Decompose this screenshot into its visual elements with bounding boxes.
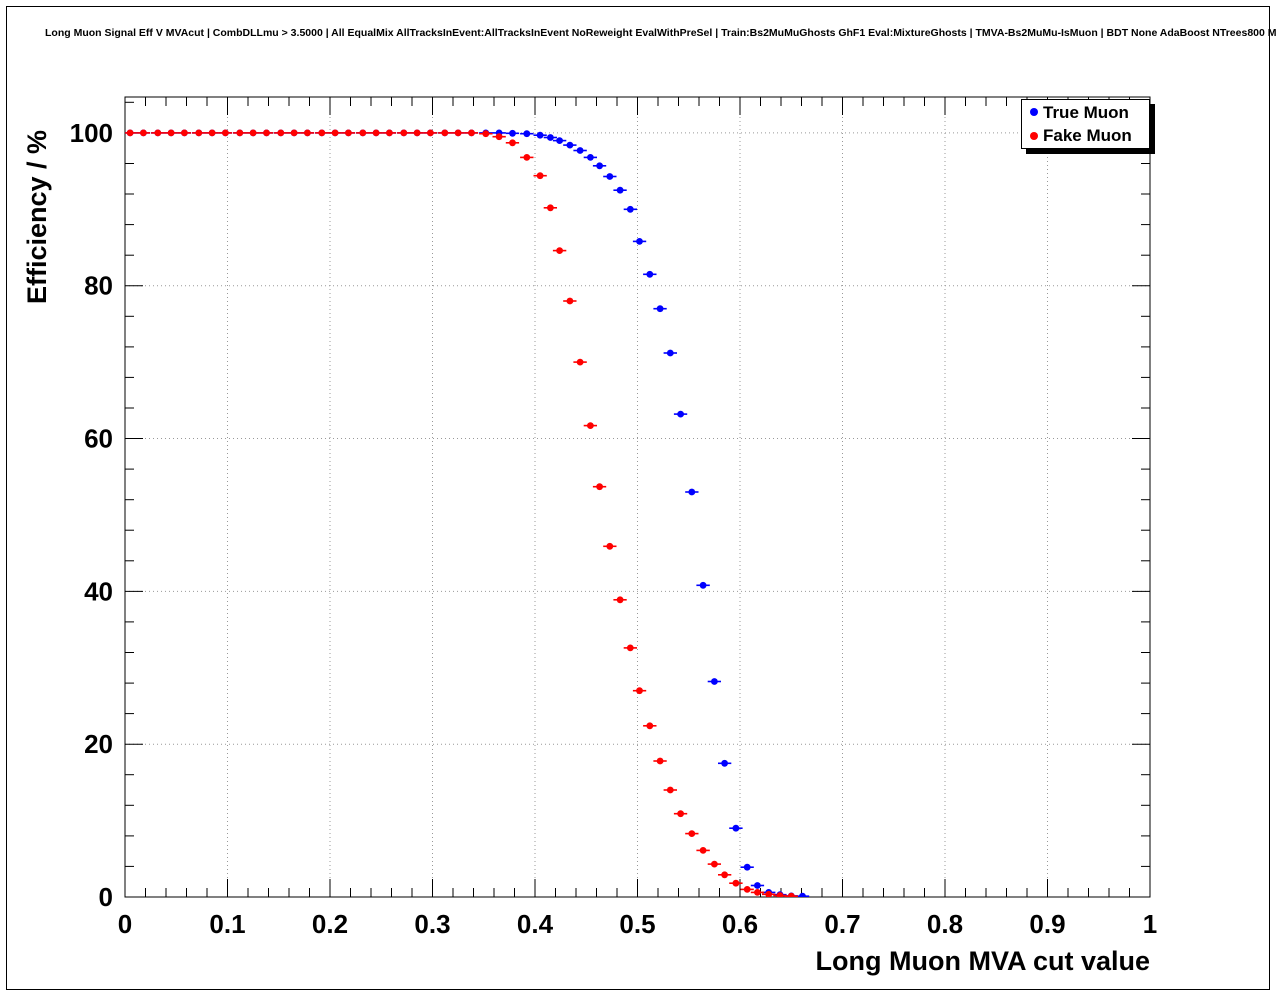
- svg-text:40: 40: [84, 576, 113, 606]
- plot-title: Long Muon Signal Eff V MVAcut | CombDLLm…: [45, 27, 1276, 39]
- svg-text:0.5: 0.5: [619, 909, 655, 939]
- svg-text:0.9: 0.9: [1029, 909, 1065, 939]
- true-muon-marker-icon: [1030, 108, 1038, 117]
- svg-text:20: 20: [84, 729, 113, 759]
- fake-muon-marker-icon: [1030, 131, 1038, 140]
- legend-entry-fake-muon: Fake Muon: [1022, 125, 1149, 147]
- x-axis-title: Long Muon MVA cut value: [815, 946, 1150, 976]
- legend-label-true-muon: True Muon: [1043, 102, 1129, 122]
- svg-text:100: 100: [70, 118, 113, 148]
- svg-text:80: 80: [84, 271, 113, 301]
- svg-text:0.2: 0.2: [312, 909, 348, 939]
- legend-label-fake-muon: Fake Muon: [1043, 126, 1132, 146]
- legend: True Muon Fake Muon: [1021, 99, 1150, 149]
- svg-text:1: 1: [1143, 909, 1157, 939]
- svg-text:0.8: 0.8: [927, 909, 963, 939]
- svg-text:0.7: 0.7: [824, 909, 860, 939]
- svg-text:0.4: 0.4: [517, 909, 554, 939]
- svg-text:0.6: 0.6: [722, 909, 758, 939]
- svg-text:0.3: 0.3: [414, 909, 450, 939]
- svg-text:0.1: 0.1: [209, 909, 245, 939]
- svg-text:60: 60: [84, 424, 113, 454]
- svg-text:0: 0: [118, 909, 132, 939]
- legend-entry-true-muon: True Muon: [1022, 101, 1149, 123]
- svg-text:0: 0: [99, 882, 113, 912]
